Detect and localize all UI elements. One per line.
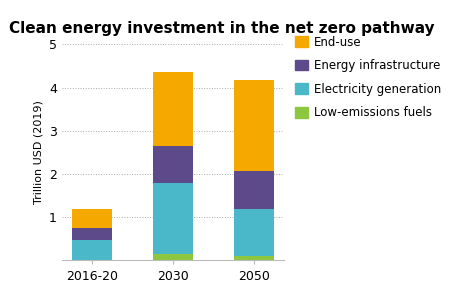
Bar xyxy=(72,228,112,240)
Bar xyxy=(72,240,112,260)
Bar xyxy=(153,73,193,146)
Bar xyxy=(153,146,193,183)
Bar xyxy=(234,80,274,170)
Bar xyxy=(153,183,193,254)
Y-axis label: Trillion USD (2019): Trillion USD (2019) xyxy=(33,101,43,204)
Legend: End-use, Energy infrastructure, Electricity generation, Low-emissions fuels: End-use, Energy infrastructure, Electric… xyxy=(295,36,441,119)
Bar xyxy=(234,209,274,256)
Text: Clean energy investment in the net zero pathway: Clean energy investment in the net zero … xyxy=(9,21,435,36)
Bar xyxy=(153,254,193,260)
Bar xyxy=(72,209,112,228)
Bar xyxy=(234,256,274,260)
Bar xyxy=(234,170,274,209)
